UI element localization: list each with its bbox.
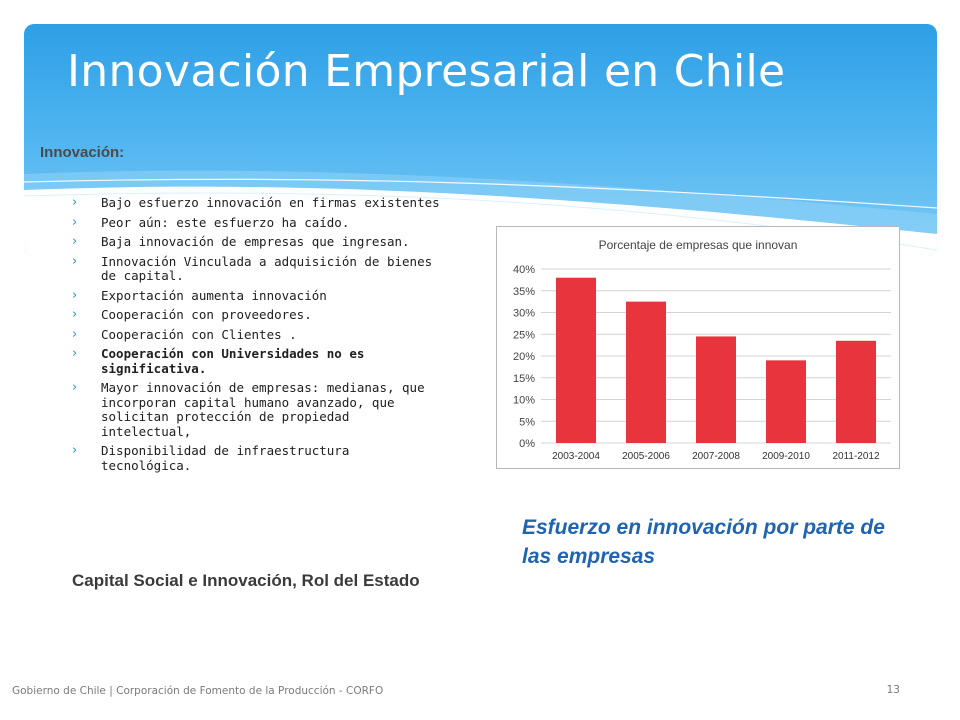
- bullet-list: › Bajo esfuerzo innovación en firmas exis…: [72, 195, 444, 478]
- bullet-text: Peor aún: este esfuerzo ha caído.: [101, 214, 350, 230]
- bullet-marker-icon: ›: [72, 214, 78, 230]
- bullet-marker-icon: ›: [72, 234, 78, 249]
- bullet-marker-icon: ›: [72, 253, 78, 269]
- closing-statement: Capital Social e Innovación, Rol del Est…: [72, 571, 420, 590]
- bullet-item: › Innovación Vinculada a adquisición de b…: [72, 253, 444, 284]
- bullet-marker-icon: ›: [72, 380, 78, 395]
- bullet-text: Cooperación con proveedores.: [101, 307, 312, 322]
- bar: [626, 301, 666, 443]
- bullet-text: Mayor innovación de empresas: medianas, …: [101, 380, 425, 439]
- footer-text: Gobierno de Chile | Corporación de Fomen…: [12, 685, 384, 697]
- y-tick-label: 40%: [513, 264, 535, 276]
- bullet-marker-icon: ›: [72, 346, 78, 361]
- bullet-item: › Baja innovación de empresas que ingresa…: [72, 234, 444, 250]
- bar: [836, 340, 876, 443]
- bullet-marker-icon: ›: [72, 326, 78, 342]
- y-tick-label: 25%: [513, 329, 535, 341]
- page-number: 13: [886, 684, 900, 696]
- y-tick-label: 5%: [519, 416, 535, 428]
- section-subtitle: Innovación:: [40, 144, 125, 161]
- bar: [766, 360, 806, 443]
- bullet-item: › Bajo esfuerzo innovación en firmas exis…: [72, 195, 444, 211]
- bar: [696, 336, 736, 443]
- x-tick-label: 2005-2006: [622, 451, 670, 462]
- y-tick-label: 20%: [513, 351, 535, 363]
- bullet-item: › Cooperación con Universidades no es sig…: [72, 346, 444, 376]
- bullet-item: › Mayor innovación de empresas: medianas,…: [72, 380, 444, 439]
- x-tick-label: 2003-2004: [552, 451, 600, 462]
- bullet-marker-icon: ›: [72, 443, 78, 458]
- bullet-item: › Disponibilidad de infraestructura tecno…: [72, 443, 444, 473]
- chart-title: Porcentaje de empresas que innovan: [599, 238, 798, 252]
- bullet-text: Exportación aumenta innovación: [101, 287, 327, 303]
- bullet-text: Cooperación con Universidades no es sign…: [101, 346, 365, 376]
- bullet-item: › Peor aún: este esfuerzo ha caído.: [72, 214, 444, 231]
- chart-caption: Esfuerzo en innovación por parte de las …: [522, 516, 885, 568]
- y-tick-label: 0%: [519, 438, 535, 450]
- x-tick-label: 2011-2012: [832, 451, 880, 462]
- bullet-text: Innovación Vinculada a adquisición de bi…: [101, 253, 433, 283]
- bullet-text: Disponibilidad de infraestructura tecnol…: [101, 443, 350, 473]
- y-tick-label: 10%: [513, 395, 535, 407]
- y-tick-label: 30%: [513, 308, 535, 320]
- bullet-marker-icon: ›: [72, 195, 78, 210]
- bullet-text: Baja innovación de empresas que ingresan…: [101, 234, 410, 249]
- bar: [556, 277, 596, 443]
- bullet-text: Bajo esfuerzo innovación en firmas exist…: [101, 195, 440, 210]
- y-tick-label: 35%: [513, 286, 535, 298]
- y-tick-label: 15%: [513, 373, 535, 385]
- bullet-marker-icon: ›: [72, 307, 78, 322]
- bullet-item: › Cooperación con Clientes .: [72, 326, 444, 343]
- x-tick-label: 2007-2008: [692, 451, 740, 462]
- bar-chart-svg: Porcentaje de empresas que innovan 0% 5% 10…: [513, 238, 891, 462]
- bullet-item: › Exportación aumenta innovación: [72, 287, 444, 304]
- bullet-text: Cooperación con Clientes .: [101, 326, 297, 342]
- bar-chart: Porcentaje de empresas que innovan 0% 5% 10…: [496, 226, 900, 469]
- x-tick-label: 2009-2010: [762, 451, 810, 462]
- page-title: Innovación Empresarial en Chile: [67, 46, 786, 97]
- bullet-marker-icon: ›: [72, 287, 78, 303]
- bullet-item: › Cooperación con proveedores.: [72, 307, 444, 323]
